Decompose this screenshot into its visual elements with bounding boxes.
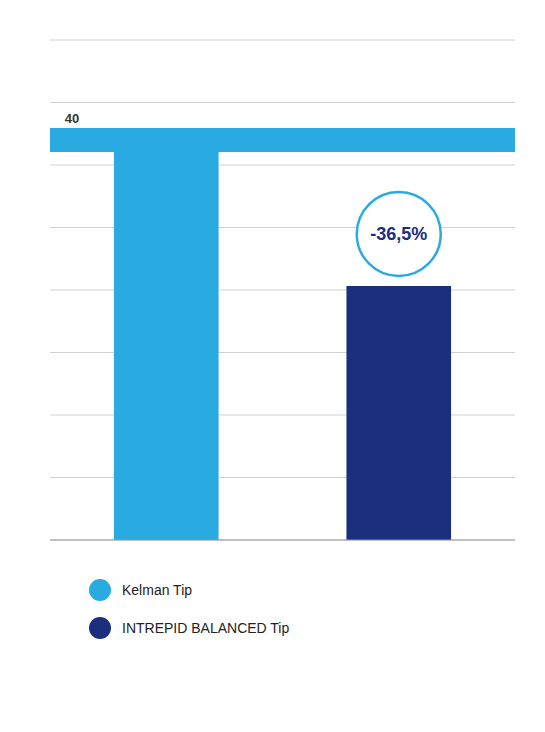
- grid-line: [50, 540, 515, 541]
- annotation: -36,5%: [370, 224, 427, 244]
- legend: Kelman Tip INTREPID BALANCED Tip: [89, 579, 289, 639]
- grid-line: [50, 40, 515, 41]
- chart: 40 -36,5% Kelman Tip INTREPID BALANCED Tip: [0, 0, 545, 732]
- grid: [50, 40, 515, 540]
- x-axis: [50, 540, 515, 541]
- bar: [114, 140, 219, 540]
- legend-marker: [89, 579, 111, 601]
- legend-label: INTREPID BALANCED Tip: [122, 620, 289, 636]
- plot-area: [50, 128, 515, 540]
- legend-label: Kelman Tip: [122, 582, 192, 598]
- bar: [346, 286, 451, 540]
- grid-line: [50, 102, 515, 103]
- legend-marker: [89, 617, 111, 639]
- annotation-circle: [357, 192, 441, 276]
- annotation: 40: [65, 111, 79, 126]
